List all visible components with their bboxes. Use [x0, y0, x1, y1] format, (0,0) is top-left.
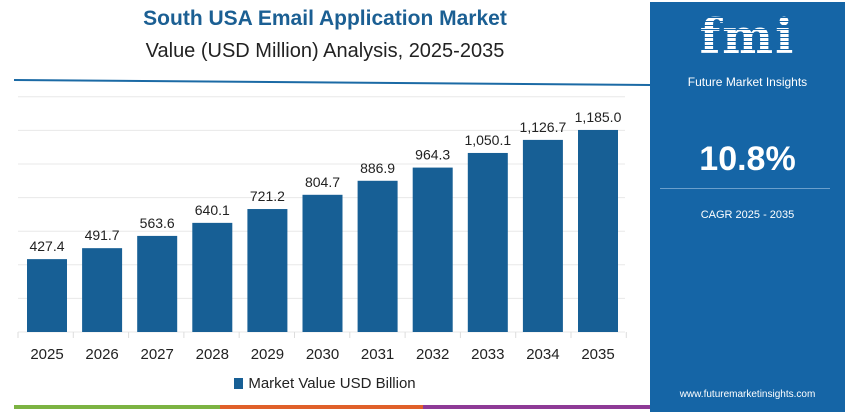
chart-title: South USA Email Application Market: [143, 7, 507, 30]
x-tick-label: 2035: [581, 346, 614, 363]
x-tick-label: 2032: [416, 346, 449, 363]
legend-label: Market Value USD Billion: [248, 375, 416, 392]
x-tick-label: 2033: [471, 346, 504, 363]
x-tick-label: 2027: [141, 346, 174, 363]
bar-2033: [467, 152, 508, 332]
accent-strip-purple: [423, 405, 650, 409]
bar-2028: [192, 222, 233, 332]
website-url[interactable]: www.futuremarketinsights.com: [679, 389, 816, 400]
bar-2027: [137, 235, 178, 332]
bar-2032: [412, 167, 453, 332]
data-label: 1,050.1: [464, 132, 511, 148]
fmi-logo: fmi: [650, 6, 845, 68]
x-tick-label: 2026: [85, 346, 118, 363]
info-panel: fmi Future Market Insights 10.8% CAGR 20…: [650, 2, 845, 412]
bar-2025: [27, 259, 67, 332]
chart-subtitle: Value (USD Million) Analysis, 2025-2035: [145, 40, 505, 62]
data-label: 721.2: [250, 188, 285, 204]
data-label: 640.1: [195, 202, 230, 218]
bar-2034: [522, 139, 563, 332]
cagr-value: 10.8%: [699, 140, 796, 178]
data-label: 1,185.0: [575, 109, 622, 125]
data-label: 563.6: [140, 215, 175, 231]
cagr-label: CAGR 2025 - 2035: [700, 209, 795, 221]
legend: Market Value USD Billion: [0, 374, 650, 394]
bar-2035: [578, 129, 618, 332]
data-label: 804.7: [305, 174, 340, 190]
bar-chart: 427.4 2025 491.7 2026 563.6 2027 640.1 2028 721.…: [13, 79, 650, 363]
logo-subtitle: Future Market Insights: [687, 75, 808, 89]
data-label: 427.4: [29, 238, 64, 254]
bar-2031: [357, 180, 398, 332]
x-tick-label: 2025: [30, 346, 63, 363]
data-label: 1,126.7: [520, 119, 567, 135]
legend-swatch: [234, 378, 244, 389]
x-tick-label: 2028: [196, 346, 229, 363]
accent-strip-green: [14, 405, 220, 409]
accent-strip-orange: [220, 405, 423, 409]
divider: [660, 188, 830, 189]
data-label: 886.9: [360, 160, 395, 176]
data-label: 491.7: [85, 227, 120, 243]
title-underline: [13, 79, 650, 86]
x-tick-label: 2029: [251, 346, 284, 363]
bar-2029: [247, 209, 288, 332]
x-tick-label: 2031: [361, 346, 394, 363]
bar-2026: [82, 248, 123, 332]
data-label: 964.3: [415, 147, 450, 163]
bar-2030: [302, 194, 343, 332]
x-tick-label: 2034: [526, 346, 559, 363]
x-tick-label: 2030: [306, 346, 339, 363]
